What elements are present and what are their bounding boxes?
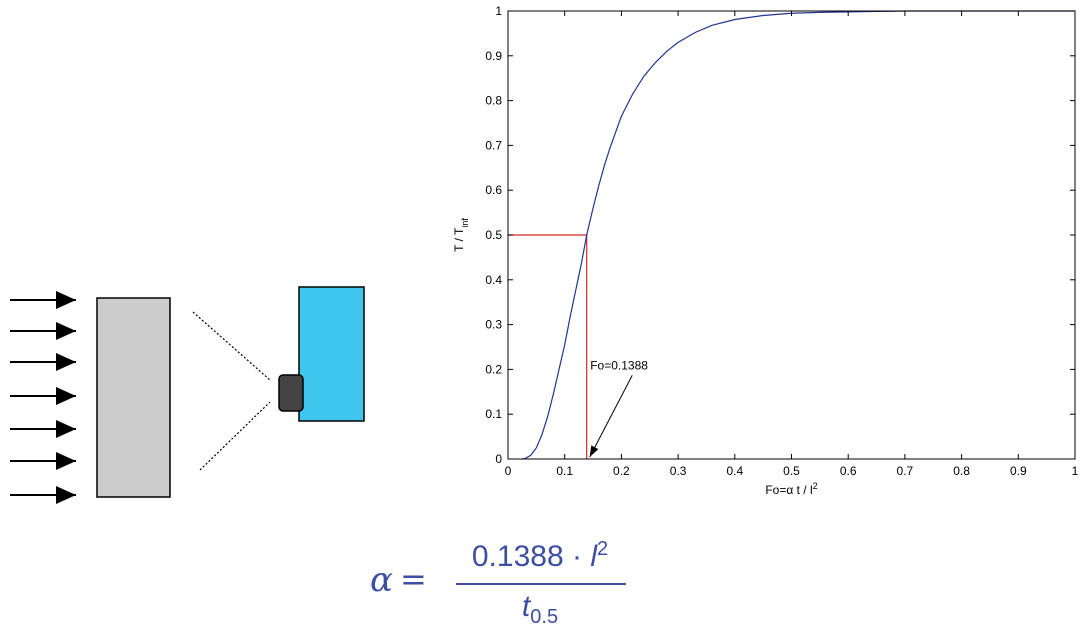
- y-tick-label: 0.9: [485, 49, 502, 63]
- y-tick-label: 0.8: [485, 94, 502, 108]
- laser-flash-diagram: [10, 286, 365, 504]
- x-axis-ticks: 0 0.1 0.2 0.3 0.4 0.5 0.6 0.7 0.8 0.9 1: [505, 11, 1079, 478]
- y-tick-label: 0.2: [485, 362, 502, 376]
- x-tick-label: 0.2: [613, 464, 630, 478]
- diffusivity-formula: α = 0.1388 · l2 t0.5: [370, 530, 640, 630]
- y-tick-label: 0.1: [485, 407, 502, 421]
- x-tick-label: 1: [1072, 464, 1079, 478]
- x-tick-label: 0.5: [783, 464, 800, 478]
- formula-length-var: l: [590, 540, 597, 573]
- x-tick-label: 0.7: [897, 464, 914, 478]
- field-of-view-upper: [192, 311, 271, 381]
- heat-flux-arrowhead: [56, 322, 76, 340]
- annotation-arrow: [589, 375, 633, 458]
- formula-fraction-bar: [456, 583, 626, 585]
- fourier-number-annotation: Fo=0.1388: [590, 358, 648, 372]
- formula-coefficient: 0.1388: [471, 540, 564, 573]
- heat-flux-arrowhead: [56, 420, 76, 438]
- y-tick-label: 0.6: [485, 183, 502, 197]
- heat-flux-arrowhead: [56, 291, 76, 309]
- x-tick-label: 0.6: [840, 464, 857, 478]
- y-tick-label: 1: [495, 4, 502, 18]
- heat-flux-arrowhead: [56, 452, 76, 470]
- ir-detector-lens: [278, 374, 304, 412]
- x-tick-label: 0: [505, 464, 512, 478]
- field-of-view-lower: [199, 401, 271, 471]
- x-axis-label: Fo=α t / l2: [765, 481, 817, 497]
- y-tick-label: 0: [495, 452, 502, 466]
- x-tick-label: 0.1: [556, 464, 573, 478]
- half-rise-marker: [508, 234, 588, 459]
- y-tick-label: 0.7: [485, 138, 502, 152]
- annotation-arrowhead: [589, 445, 599, 457]
- formula-alpha: α: [370, 560, 393, 600]
- formula-exponent: 2: [597, 538, 609, 560]
- x-tick-label: 0.4: [726, 464, 743, 478]
- x-tick-label: 0.9: [1010, 464, 1027, 478]
- formula-numerator: 0.1388 · l2: [455, 538, 625, 574]
- heat-flux-arrowhead: [56, 486, 76, 504]
- y-tick-label: 0.5: [485, 228, 502, 242]
- x-tick-label: 0.8: [953, 464, 970, 478]
- formula-dot: ·: [571, 540, 582, 573]
- formula-time-sub: 0.5: [530, 606, 559, 628]
- y-tick-label: 0.3: [485, 318, 502, 332]
- heat-flux-arrowhead: [56, 353, 76, 371]
- formula-equals: =: [400, 560, 427, 598]
- y-tick-label: 0.4: [485, 273, 502, 287]
- incident-arrows: [10, 291, 76, 504]
- sample-plate: [96, 297, 171, 498]
- axes-frame: [507, 10, 1076, 460]
- y-axis-ticks: 0 0.1 0.2 0.3 0.4 0.5 0.6 0.7 0.8 0.9 1: [485, 4, 1075, 466]
- temperature-rise-chart: 0 0.1 0.2 0.3 0.4 0.5 0.6 0.7 0.8 0.9 1 0 0.1 0.2 0.3…: [452, 4, 1079, 497]
- formula-time-var: t: [521, 590, 531, 623]
- heat-flux-arrowhead: [56, 387, 76, 405]
- temperature-curve: [522, 10, 1075, 460]
- y-axis-label: T / Tinf: [452, 218, 470, 252]
- formula-denominator: t0.5: [455, 590, 625, 629]
- x-tick-label: 0.3: [670, 464, 687, 478]
- ir-detector-body: [298, 286, 365, 422]
